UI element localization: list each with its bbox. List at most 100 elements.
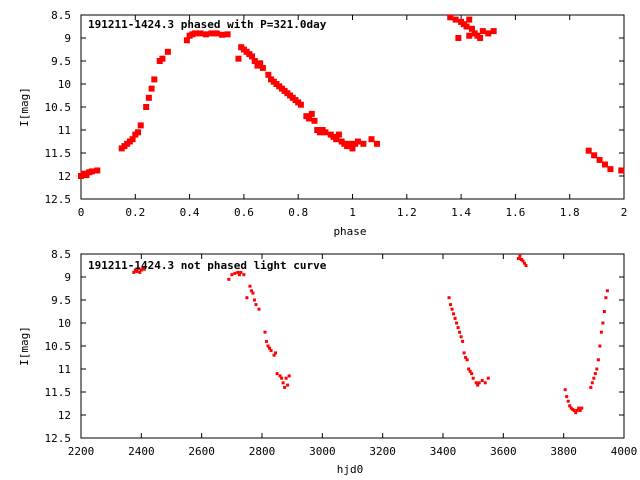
data-point [159, 55, 166, 62]
y-tick-label: 10.5 [45, 340, 72, 353]
data-point [456, 326, 460, 330]
data-point [601, 321, 605, 325]
data-point [474, 381, 478, 385]
data-point [447, 14, 454, 21]
data-point [595, 367, 599, 371]
x-tick-label: 3000 [309, 445, 336, 458]
y-tick-label: 11 [58, 363, 71, 376]
data-point [462, 351, 466, 355]
data-point [453, 316, 457, 320]
x-tick-label: 0.4 [180, 206, 200, 219]
data-point [283, 385, 287, 389]
y-tick-label: 12 [58, 170, 71, 183]
data-point [578, 408, 582, 412]
x-tick-label: 2 [621, 206, 628, 219]
data-point [251, 291, 255, 295]
data-point [164, 48, 171, 55]
data-point [455, 321, 459, 325]
data-point [467, 367, 471, 371]
data-point [524, 264, 528, 267]
y-tick-label: 10 [58, 317, 71, 330]
data-point [476, 383, 480, 387]
data-point [519, 258, 523, 262]
data-point [455, 35, 462, 41]
data-point [360, 140, 367, 147]
data-point [308, 110, 315, 117]
data-point [518, 254, 522, 258]
data-point [259, 64, 266, 71]
unphased-x-ticks: 2200 2400 2600 2800 3000 3200 3400 3600 3800 4000 [68, 254, 638, 458]
data-point [137, 122, 144, 129]
data-point [449, 303, 453, 307]
data-point [465, 358, 469, 362]
data-point [88, 168, 95, 175]
x-tick-label: 2800 [249, 445, 276, 458]
data-point [230, 273, 234, 277]
x-tick-label: 2600 [188, 445, 215, 458]
x-tick-label: 1.4 [451, 206, 471, 219]
data-point [598, 344, 602, 348]
x-tick-label: 3600 [490, 445, 517, 458]
phased-points [78, 14, 625, 179]
data-point [249, 53, 256, 60]
data-point [266, 344, 270, 348]
data-point [94, 167, 101, 174]
data-point [245, 296, 249, 300]
data-point [354, 138, 361, 145]
data-point [580, 406, 584, 410]
data-point [452, 16, 459, 23]
data-point [284, 376, 288, 380]
x-tick-label: 4000 [611, 445, 638, 458]
data-point [466, 16, 473, 23]
data-point [368, 136, 375, 143]
data-point [242, 273, 246, 277]
y-tick-label: 10 [58, 78, 71, 91]
data-point [254, 303, 258, 307]
x-tick-label: 3800 [550, 445, 577, 458]
unphased-y-ticks: 8.5 9 9.5 10 10.5 11 11.5 12 12.5 [45, 248, 624, 445]
y-tick-label: 11 [58, 124, 71, 137]
data-point [269, 349, 273, 353]
x-tick-label: 0.8 [288, 206, 308, 219]
data-point [605, 289, 609, 293]
unphased-chart-title: 191211-1424.3 not phased light curve [88, 259, 327, 272]
data-point [136, 267, 140, 271]
data-point [306, 115, 313, 122]
data-point [459, 335, 463, 339]
data-point [151, 76, 158, 83]
data-point [565, 395, 569, 399]
data-point [483, 381, 487, 385]
y-tick-label: 10.5 [45, 101, 72, 114]
y-tick-label: 9 [64, 32, 71, 45]
data-point [461, 339, 465, 343]
data-point [142, 267, 146, 271]
data-point [297, 101, 304, 108]
data-point [268, 346, 272, 350]
unphased-panel: 2200 2400 2600 2800 3000 3200 3400 3600 3800 4000… [18, 248, 637, 476]
data-point [521, 259, 525, 263]
data-point [311, 117, 318, 124]
data-point [477, 35, 484, 41]
data-point [602, 310, 606, 313]
data-point [274, 351, 278, 355]
phased-panel: 0 0.2 0.4 0.6 0.8 1 1.2 1.4 1.6 1.8 2 8.5 9 9.5 10 10.… [18, 9, 627, 238]
data-point [249, 289, 253, 293]
data-point [450, 307, 454, 311]
data-point [265, 339, 269, 343]
data-point [596, 358, 600, 362]
data-point [251, 58, 258, 64]
data-point [479, 28, 486, 35]
data-point [468, 25, 475, 32]
data-point [569, 406, 573, 410]
data-point [349, 145, 356, 152]
y-tick-label: 12.5 [45, 432, 72, 445]
data-point [280, 376, 284, 380]
data-point [591, 152, 598, 159]
data-point [470, 372, 474, 376]
data-point [278, 374, 282, 378]
y-tick-label: 8.5 [51, 9, 71, 22]
x-tick-label: 2200 [68, 445, 95, 458]
data-point [335, 131, 342, 138]
